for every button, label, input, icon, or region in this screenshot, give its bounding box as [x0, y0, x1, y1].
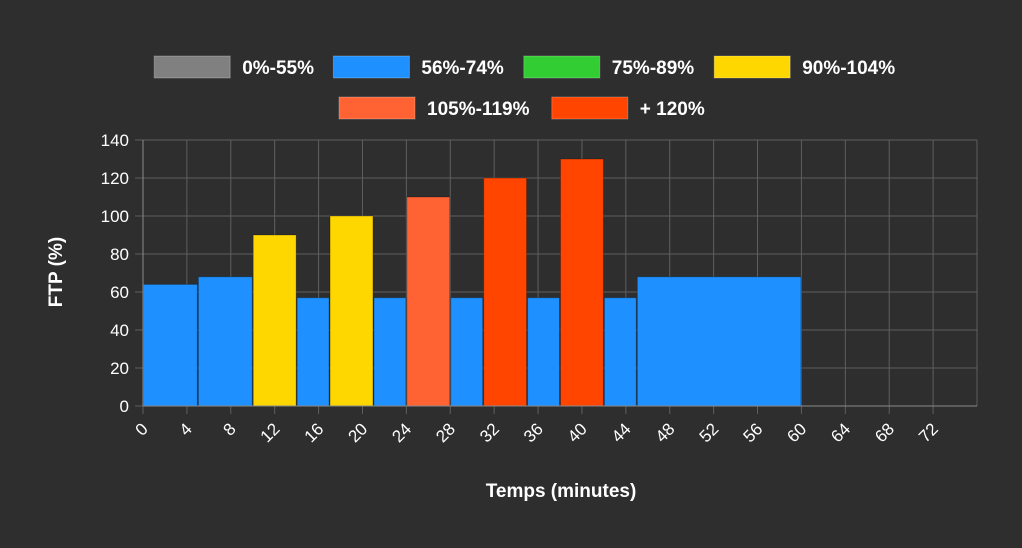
bar: [603, 297, 637, 407]
legend-swatch: [523, 55, 601, 79]
y-tick-label: 40: [110, 321, 129, 340]
x-tick-label: 8: [219, 419, 239, 439]
y-tick-label: 0: [120, 397, 129, 416]
x-tick-label: 0: [132, 419, 152, 439]
legend-item: 56%-74%: [332, 55, 504, 79]
legend-label: 56%-74%: [421, 58, 503, 79]
x-tick-label: 16: [301, 419, 328, 446]
bar: [329, 215, 374, 407]
x-axis-ticks: 0 4 8 12 16 20 24 28 32 36 40 44 48 52 56 60 64 68 72: [132, 419, 942, 446]
legend-label: + 120%: [640, 99, 705, 120]
legend-item: 0%-55%: [153, 55, 314, 79]
y-tick-label: 120: [101, 169, 129, 188]
y-tick-label: 20: [110, 359, 129, 378]
x-tick-label: 24: [388, 419, 415, 446]
x-tick-label: 28: [432, 419, 459, 446]
legend-swatch: [338, 96, 416, 120]
bar: [636, 276, 802, 407]
x-tick-label: 12: [257, 419, 284, 446]
y-tick-label: 100: [101, 207, 129, 226]
bar: [252, 234, 297, 407]
y-axis-title: FTP (%): [46, 237, 67, 307]
bar: [296, 297, 330, 407]
legend-swatch: [153, 55, 231, 79]
bar: [450, 297, 484, 407]
legend-label: 105%-119%: [427, 99, 530, 120]
x-tick-label: 60: [783, 419, 810, 446]
bar: [197, 276, 253, 407]
legend-item: 90%-104%: [713, 55, 895, 79]
bar: [560, 158, 604, 407]
x-axis-title: Temps (minutes): [486, 481, 637, 502]
bar: [483, 177, 528, 407]
x-tick-label: 64: [827, 419, 854, 446]
y-tick-label: 60: [110, 283, 129, 302]
x-tick-label: 48: [652, 419, 679, 446]
x-tick-label: 52: [696, 419, 723, 446]
legend-item: 75%-89%: [523, 55, 694, 79]
legend-swatch: [713, 55, 791, 79]
axes: [142, 140, 977, 407]
bar: [406, 196, 451, 407]
y-axis-ticks: 0 20 40 60 80 100 120 140: [101, 131, 129, 416]
x-tick-label: 68: [871, 419, 898, 446]
legend-label: 0%-55%: [242, 58, 314, 79]
x-tick-label: 72: [915, 419, 942, 446]
legend: 0%-55% 56%-74% 75%-89% 90%-104% 105%-119% + 1…: [153, 55, 895, 120]
bar: [143, 283, 198, 407]
x-tick-label: 56: [740, 419, 767, 446]
legend-swatch: [551, 96, 629, 120]
x-tick-label: 32: [476, 419, 503, 446]
bar: [527, 297, 560, 407]
bars: [143, 158, 802, 407]
legend-item: + 120%: [551, 96, 705, 120]
y-tick-label: 80: [110, 245, 129, 264]
x-tick-label: 40: [564, 419, 591, 446]
x-tick-label: 44: [608, 419, 635, 446]
legend-label: 90%-104%: [802, 58, 895, 79]
legend-item: 105%-119%: [338, 96, 530, 120]
x-tick-label: 20: [344, 419, 371, 446]
y-tick-label: 140: [101, 131, 129, 150]
legend-label: 75%-89%: [612, 58, 694, 79]
x-tick-label: 36: [520, 419, 547, 446]
legend-swatch: [332, 55, 410, 79]
bar: [373, 297, 407, 407]
x-tick-label: 4: [176, 419, 196, 439]
